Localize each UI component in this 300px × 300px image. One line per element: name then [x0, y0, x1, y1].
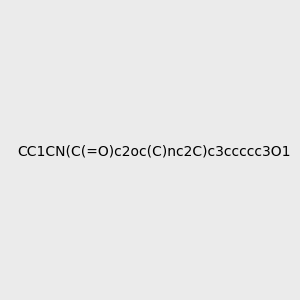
Text: CC1CN(C(=O)c2oc(C)nc2C)c3ccccc3O1: CC1CN(C(=O)c2oc(C)nc2C)c3ccccc3O1 — [17, 145, 290, 158]
